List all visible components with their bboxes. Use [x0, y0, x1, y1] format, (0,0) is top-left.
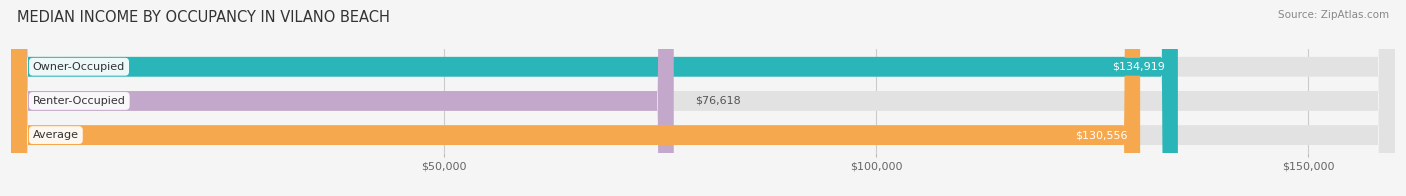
FancyBboxPatch shape [11, 0, 1178, 196]
FancyBboxPatch shape [11, 0, 1395, 196]
Text: Renter-Occupied: Renter-Occupied [32, 96, 125, 106]
FancyBboxPatch shape [11, 0, 1395, 196]
FancyBboxPatch shape [11, 0, 1395, 196]
Text: $134,919: $134,919 [1112, 62, 1166, 72]
Text: $130,556: $130,556 [1074, 130, 1128, 140]
FancyBboxPatch shape [11, 0, 673, 196]
Text: Source: ZipAtlas.com: Source: ZipAtlas.com [1278, 10, 1389, 20]
Text: Owner-Occupied: Owner-Occupied [32, 62, 125, 72]
Text: Average: Average [32, 130, 79, 140]
Text: MEDIAN INCOME BY OCCUPANCY IN VILANO BEACH: MEDIAN INCOME BY OCCUPANCY IN VILANO BEA… [17, 10, 389, 25]
Text: $76,618: $76,618 [696, 96, 741, 106]
FancyBboxPatch shape [11, 0, 1140, 196]
